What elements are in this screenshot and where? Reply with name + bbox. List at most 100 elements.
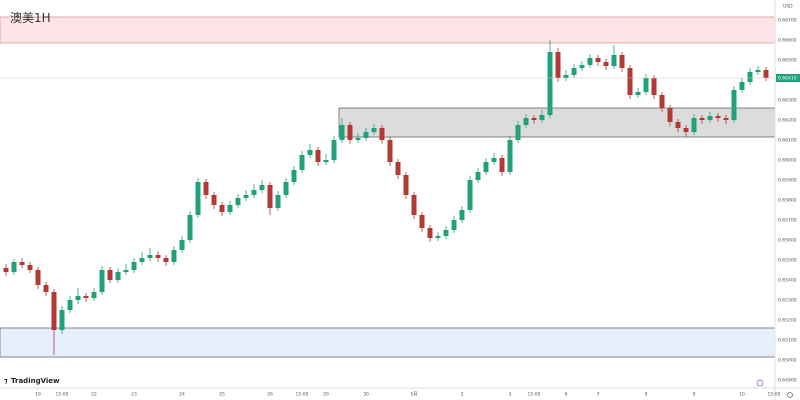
- candle-body: [563, 75, 569, 78]
- candle-body: [739, 82, 745, 90]
- candle-body: [347, 125, 353, 140]
- candle-body: [43, 285, 49, 292]
- candle-body: [579, 65, 585, 68]
- candle-body: [283, 182, 289, 195]
- x-tick-label: 15:00: [768, 392, 781, 398]
- candle-body: [611, 55, 617, 66]
- y-tick-label: 0.66000: [778, 158, 797, 164]
- candle-body: [691, 118, 697, 132]
- candle-body: [75, 296, 81, 300]
- candle-body: [131, 262, 137, 270]
- candle-body: [363, 132, 369, 138]
- x-tick-label: 3: [509, 392, 512, 398]
- x-tick-label: 15:00: [56, 392, 69, 398]
- watermark: TradingView: [11, 377, 60, 385]
- candle-body: [531, 118, 537, 120]
- y-tick-label: 0.65200: [778, 318, 797, 324]
- y-tick-label: 0.66200: [778, 118, 797, 124]
- candle-body: [683, 128, 689, 132]
- candle-body: [99, 270, 105, 292]
- candle-body: [547, 52, 553, 115]
- candle-body: [195, 182, 201, 215]
- candle-body: [155, 255, 161, 258]
- x-tick-label: 5月: [410, 392, 417, 398]
- candle-body: [67, 300, 73, 310]
- x-tick-label: 23: [131, 392, 137, 398]
- candle-body: [107, 270, 113, 280]
- candle-body: [371, 128, 377, 132]
- candle-body: [427, 228, 433, 238]
- candle-body: [19, 262, 25, 265]
- candle-body: [747, 72, 753, 82]
- candle-body: [387, 140, 393, 162]
- candle-body: [59, 310, 65, 330]
- candle-body: [379, 128, 385, 140]
- candle-body: [627, 68, 633, 95]
- candle-body: [723, 118, 729, 120]
- candle-body: [115, 272, 121, 280]
- candle-body: [403, 175, 409, 195]
- x-tick-label: 29: [323, 392, 329, 398]
- x-tick-label: 2: [461, 392, 464, 398]
- y-tick-label: 0.65900: [778, 178, 797, 184]
- y-tick-label: 0.65300: [778, 298, 797, 304]
- candle-body: [35, 270, 41, 285]
- candle-body: [507, 140, 513, 172]
- candle-body: [323, 160, 329, 162]
- settings-icon[interactable]: [787, 392, 793, 398]
- candle-body: [635, 92, 641, 95]
- candle-body: [275, 195, 281, 208]
- candle-body: [603, 62, 609, 66]
- candle-body: [147, 255, 153, 258]
- candle-body: [675, 122, 681, 128]
- candle-body: [235, 198, 241, 205]
- candle-body: [11, 262, 17, 272]
- x-tick-label: 19: [35, 392, 41, 398]
- y-tick-label: 0.65600: [778, 238, 797, 244]
- y-tick-label: 0.66100: [778, 138, 797, 144]
- x-tick-label: 24: [179, 392, 185, 398]
- candle-body: [227, 205, 233, 212]
- candle-body: [91, 292, 97, 298]
- candle-body: [219, 205, 225, 212]
- candle-body: [51, 292, 57, 330]
- y-tick-label: 0.65000: [778, 358, 797, 364]
- x-tick-label: 6: [565, 392, 568, 398]
- candle-body: [315, 150, 321, 162]
- candle-body: [435, 236, 441, 238]
- candle-body: [243, 195, 249, 198]
- x-tick-label: 30: [363, 392, 369, 398]
- candle-body: [291, 170, 297, 182]
- x-tick-label: 26: [267, 392, 273, 398]
- candle-body: [299, 155, 305, 170]
- candle-body: [539, 115, 545, 120]
- candle-body: [467, 180, 473, 210]
- event-icon[interactable]: [756, 379, 764, 387]
- x-tick-label: 10: [739, 392, 745, 398]
- candle-body: [307, 150, 313, 155]
- candle-body: [731, 90, 737, 120]
- candle-body: [203, 182, 209, 195]
- candle-body: [483, 162, 489, 172]
- candle-body: [187, 215, 193, 240]
- candle-body: [3, 268, 9, 272]
- candle-body: [139, 258, 145, 262]
- candle-body: [707, 116, 713, 120]
- x-tick-label: 8: [645, 392, 648, 398]
- x-tick-label: 15:00: [528, 392, 541, 398]
- y-tick-label: 0.64900: [778, 378, 797, 384]
- candle-body: [595, 58, 601, 62]
- y-tick-label: 0.66700: [778, 18, 797, 24]
- candle-body: [395, 162, 401, 175]
- candle-body: [251, 190, 257, 195]
- candle-body: [515, 125, 521, 140]
- candle-body: [523, 118, 529, 125]
- x-tick-label: 9: [693, 392, 696, 398]
- candle-body: [83, 296, 89, 298]
- candle-body: [651, 78, 657, 95]
- logo: ⁊ TradingView: [4, 377, 60, 385]
- y-tick-label: 0.65800: [778, 198, 797, 204]
- y-tick-label: 0.65500: [778, 258, 797, 264]
- x-tick-label: 22: [91, 392, 97, 398]
